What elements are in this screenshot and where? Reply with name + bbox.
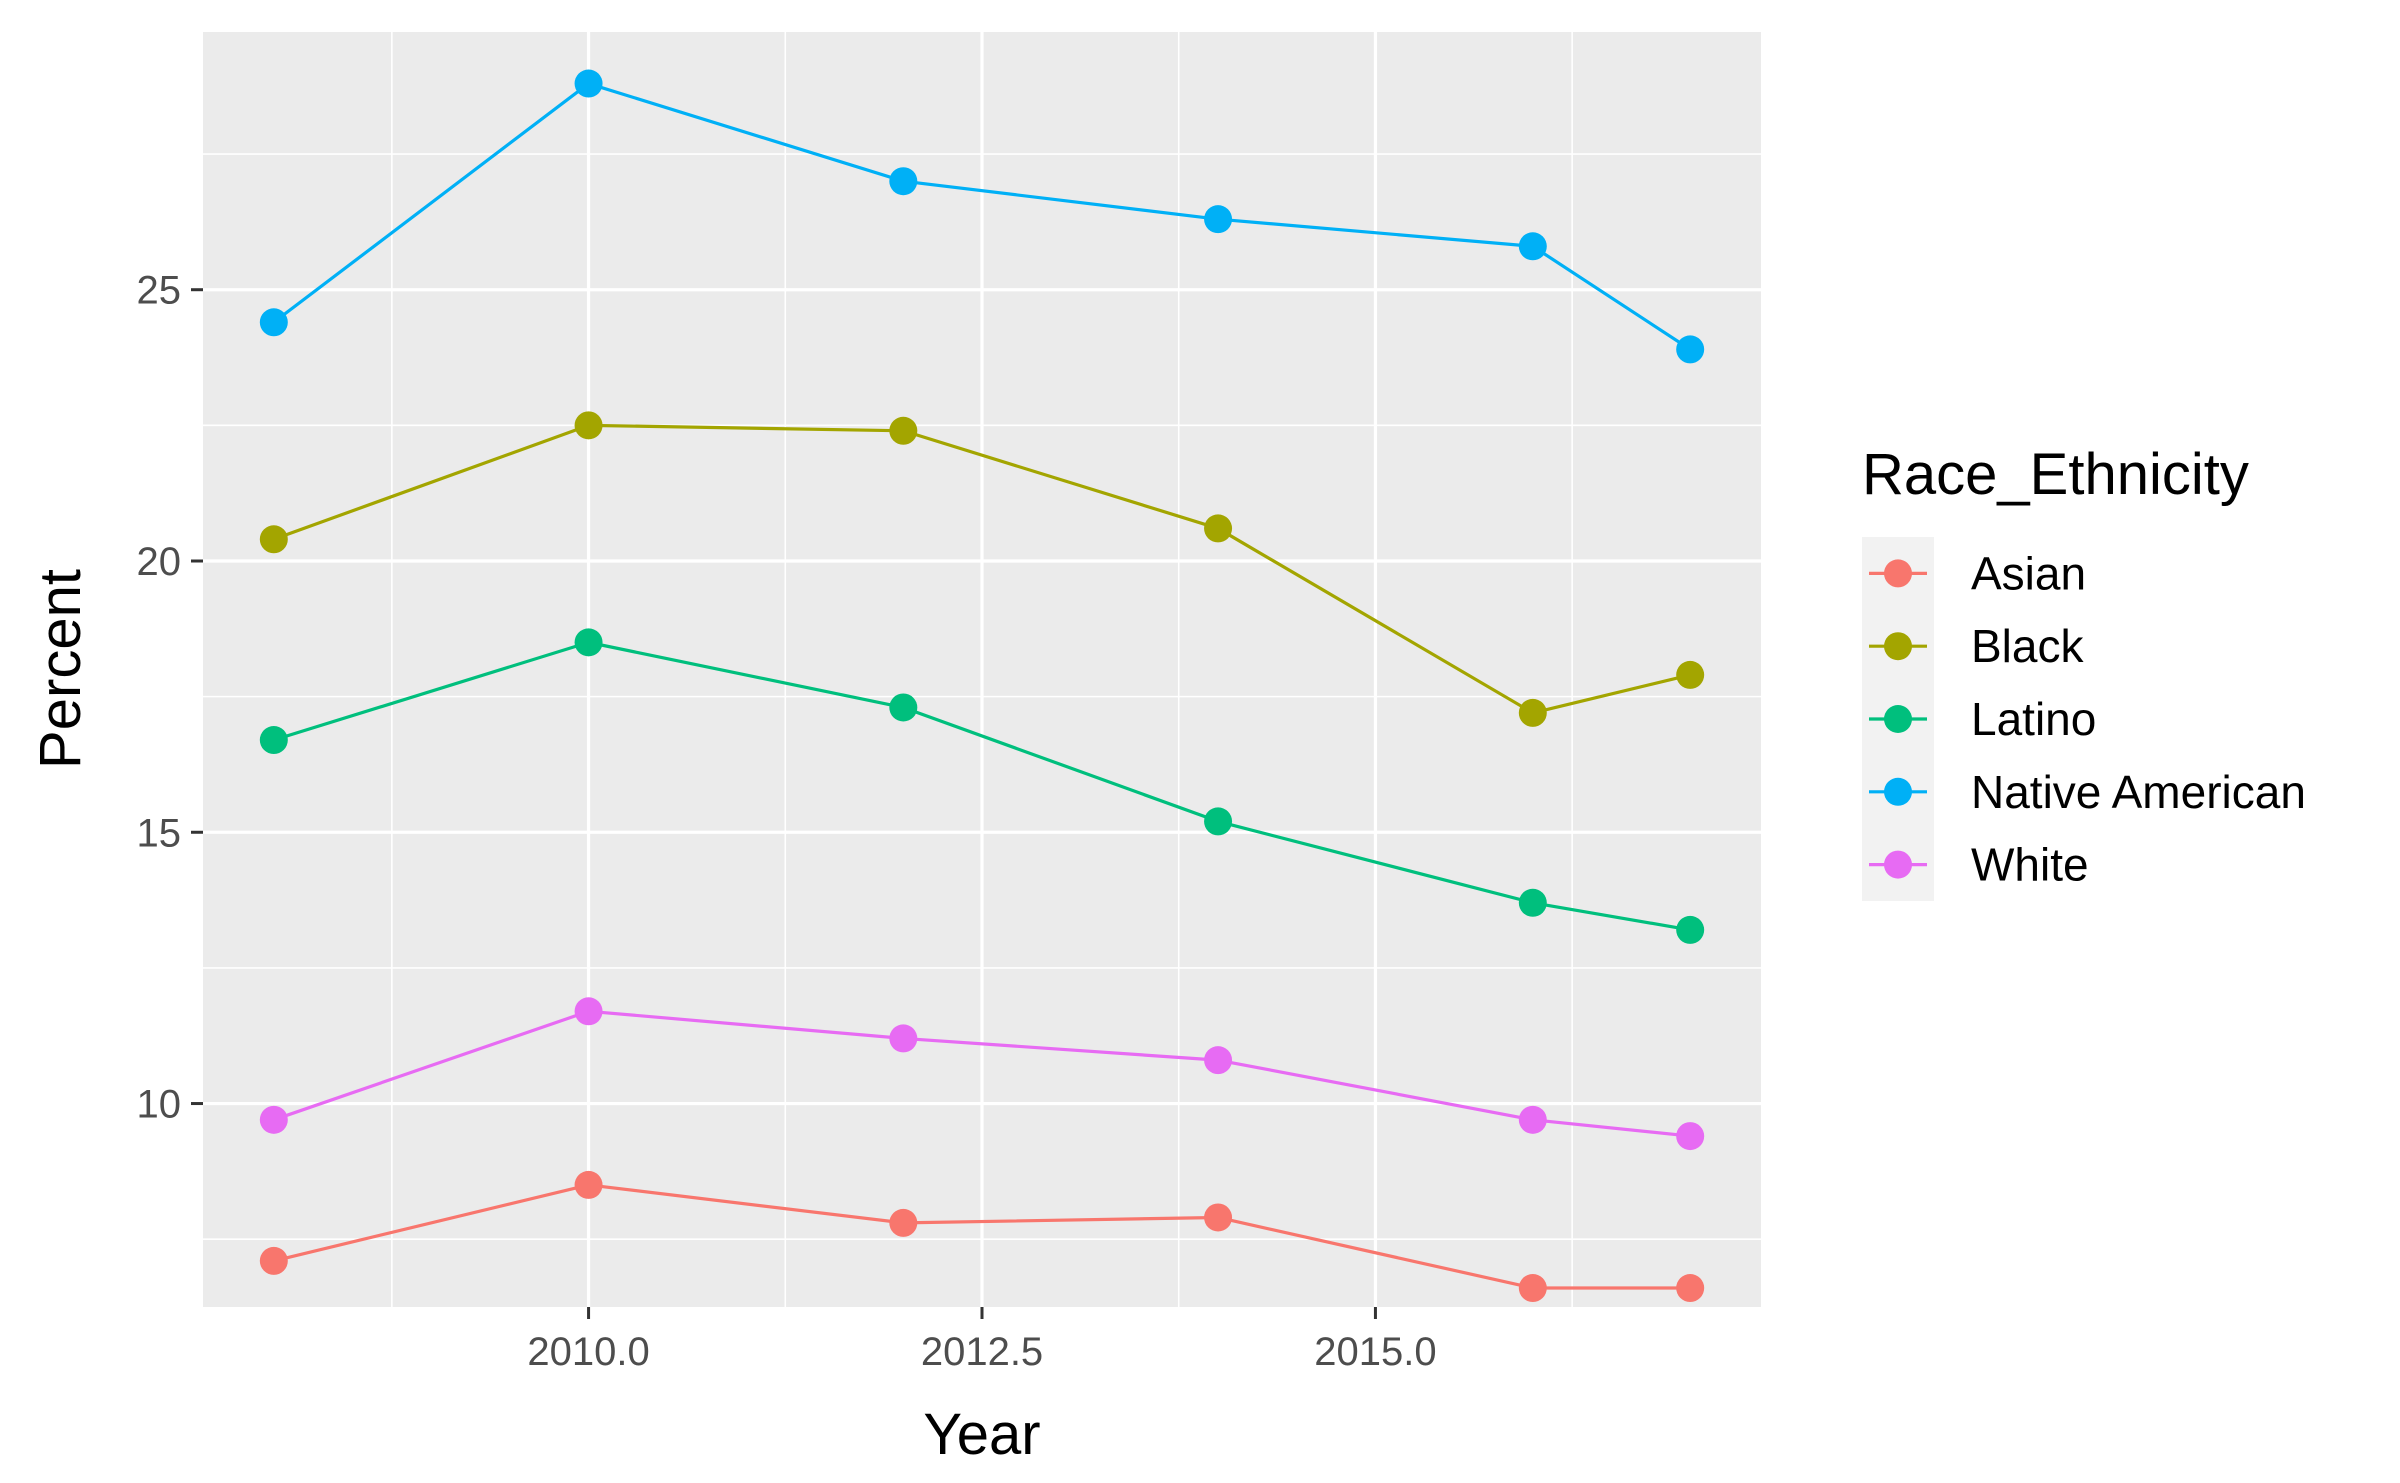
legend-item-white: White <box>1869 839 2089 891</box>
data-point-white <box>259 1105 288 1134</box>
legend-items: Asian Black Latino Native American White <box>1869 547 2306 891</box>
data-point-black <box>889 416 918 445</box>
legend-key-point <box>1884 777 1912 806</box>
x-tick-label: 2015.0 <box>1314 1330 1436 1374</box>
y-axis-title: Percent <box>28 569 93 769</box>
data-point-asian <box>1204 1203 1233 1232</box>
data-point-white <box>1518 1105 1547 1134</box>
legend-title: Race_Ethnicity <box>1862 442 2249 507</box>
y-axis: 10 15 20 25 <box>137 269 203 1127</box>
y-tick-label: 10 <box>137 1083 182 1127</box>
data-point-native-american <box>574 69 603 98</box>
data-point-latino <box>574 628 603 657</box>
data-point-native-american <box>889 167 918 196</box>
data-point-asian <box>574 1170 603 1199</box>
legend-label: Latino <box>1971 693 2096 745</box>
data-point-latino <box>889 693 918 722</box>
legend-key-point <box>1884 850 1912 879</box>
legend-label: Native American <box>1971 766 2306 818</box>
data-point-asian <box>1518 1274 1547 1303</box>
y-tick-label: 15 <box>137 811 182 855</box>
data-point-white <box>574 997 603 1026</box>
series-line-white <box>273 1009 1691 1138</box>
x-tick-label: 2010.0 <box>527 1330 649 1374</box>
data-point-black <box>259 525 288 554</box>
series-line-black <box>273 423 1691 715</box>
data-point-asian <box>889 1208 918 1237</box>
series-line-native-american <box>272 81 1692 351</box>
x-axis-title: Year <box>923 1402 1040 1467</box>
y-tick-label: 20 <box>137 540 182 584</box>
legend-item-latino: Latino <box>1869 693 2096 745</box>
data-point-latino <box>1204 807 1233 836</box>
y-tick-label: 25 <box>137 269 182 313</box>
legend-key-point <box>1884 632 1912 661</box>
data-point-native-american <box>1676 335 1705 364</box>
data-point-white <box>1204 1046 1233 1075</box>
legend: Race_Ethnicity Asian Black Latino Native Am… <box>1862 442 2306 901</box>
legend-key-point <box>1884 705 1912 733</box>
data-point-white <box>1676 1122 1705 1151</box>
data-point-black <box>1518 698 1547 727</box>
data-point-latino <box>1518 888 1547 917</box>
legend-key-point <box>1884 559 1912 588</box>
series-layer <box>259 69 1705 1303</box>
legend-label: Black <box>1971 620 2084 672</box>
data-point-latino <box>259 726 288 755</box>
legend-label: Asian <box>1971 547 2086 599</box>
series-line-latino <box>273 640 1691 932</box>
legend-item-native-american: Native American <box>1869 766 2306 818</box>
data-point-white <box>889 1024 918 1053</box>
legend-item-black: Black <box>1869 620 2084 672</box>
data-point-native-american <box>1518 232 1547 261</box>
legend-item-asian: Asian <box>1869 547 2086 599</box>
series-line-asian <box>273 1183 1691 1290</box>
data-point-black <box>1204 514 1233 543</box>
data-point-black <box>1676 660 1705 689</box>
data-point-asian <box>259 1246 288 1275</box>
x-axis: 2010.0 2012.5 2015.0 <box>527 1307 1437 1374</box>
major-gridlines <box>203 32 1761 1307</box>
data-point-latino <box>1676 915 1705 944</box>
legend-label: White <box>1971 839 2089 891</box>
data-point-black <box>574 411 603 440</box>
x-tick-label: 2012.5 <box>921 1330 1043 1374</box>
data-point-asian <box>1676 1274 1705 1303</box>
data-point-native-american <box>1204 205 1233 234</box>
data-point-native-american <box>259 308 288 337</box>
